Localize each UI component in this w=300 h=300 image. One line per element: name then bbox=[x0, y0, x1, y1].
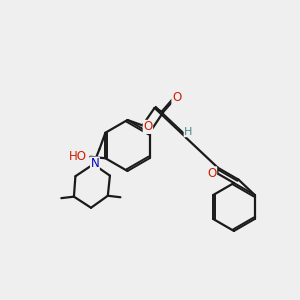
Text: O: O bbox=[172, 92, 181, 104]
Text: HO: HO bbox=[69, 150, 87, 163]
Text: N: N bbox=[91, 157, 99, 170]
Text: O: O bbox=[143, 120, 152, 134]
Text: H: H bbox=[184, 127, 193, 137]
Text: O: O bbox=[207, 167, 217, 180]
